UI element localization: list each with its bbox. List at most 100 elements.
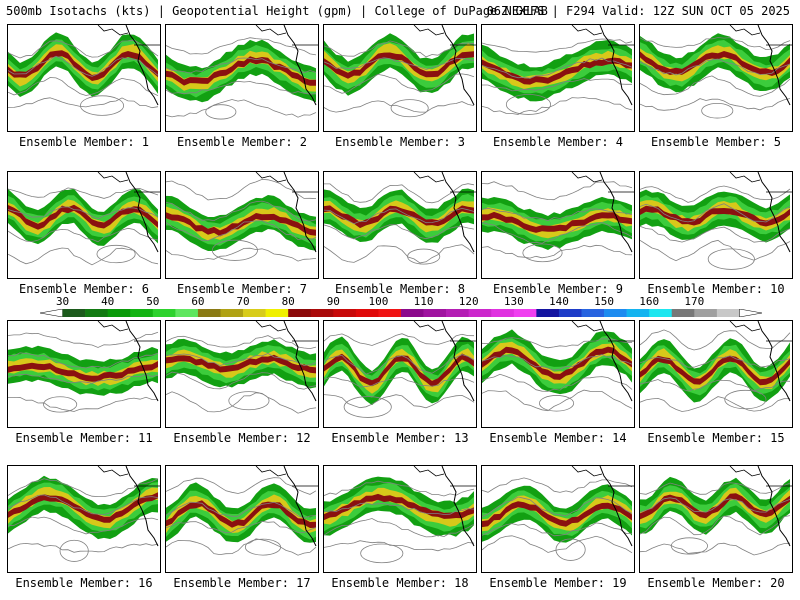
- coastline: [599, 25, 633, 106]
- height-contour: [640, 225, 791, 243]
- member-map-15: [639, 320, 793, 428]
- jet-core: [166, 56, 316, 86]
- borders: [97, 172, 160, 193]
- height-contour: [640, 396, 791, 412]
- colorbar-swatch: [446, 309, 469, 317]
- colorbar-arrow-right: [739, 309, 762, 317]
- colorbar-swatch: [130, 309, 154, 317]
- height-contour: [166, 501, 317, 519]
- colorbar-tick-label: 60: [191, 295, 205, 308]
- colorbar-swatch: [401, 309, 424, 317]
- borders: [97, 25, 160, 46]
- member-map-3: [323, 24, 477, 132]
- height-contour: [640, 185, 791, 203]
- height-contour: [324, 376, 475, 388]
- borders: [413, 172, 476, 193]
- colorbar-swatch: [649, 309, 673, 317]
- borders: [97, 321, 160, 342]
- height-contour: [8, 187, 159, 199]
- colorbar-tick-label: 90: [326, 295, 340, 308]
- height-contour: [482, 222, 633, 244]
- height-contour: [482, 535, 633, 554]
- height-contour: [640, 203, 791, 223]
- member-label-20: Ensemble Member: 20: [647, 576, 785, 590]
- coastline: [599, 172, 633, 253]
- height-contour: [482, 57, 633, 79]
- height-contour: [166, 178, 317, 201]
- jet-core: [8, 204, 158, 230]
- height-contour: [640, 542, 791, 556]
- jet-core: [166, 354, 316, 374]
- colorbar-swatch: [694, 309, 718, 317]
- borders: [729, 25, 792, 46]
- height-contour: [640, 482, 791, 495]
- member-map-11: [7, 320, 161, 428]
- coastline: [125, 25, 159, 106]
- colorbar-tick-label: 70: [236, 295, 250, 308]
- coastline: [125, 321, 159, 402]
- colorbar-swatch: [265, 309, 289, 317]
- height-contour: [324, 244, 475, 264]
- colorbar-swatch: [220, 309, 244, 317]
- height-contour: [8, 396, 159, 412]
- member-label-6: Ensemble Member: 6: [18, 282, 150, 296]
- height-contour: [324, 57, 475, 70]
- height-contour: [8, 227, 159, 243]
- height-contour: [640, 75, 791, 97]
- member-label-4: Ensemble Member: 4: [492, 135, 624, 149]
- closed-contour: [228, 391, 270, 411]
- height-contour: [166, 37, 317, 56]
- closed-contour: [244, 538, 282, 556]
- height-contour: [324, 354, 475, 375]
- colorbar-swatch: [378, 309, 402, 317]
- jet-core: [8, 361, 158, 382]
- jet-core: [8, 50, 158, 81]
- height-contour: [640, 329, 791, 351]
- borders: [729, 172, 792, 193]
- member-map-16: [7, 465, 161, 573]
- colorbar-tick-label: 50: [146, 295, 160, 308]
- closed-contour: [390, 99, 429, 118]
- colorbar-tick-label: 40: [101, 295, 115, 308]
- member-label-7: Ensemble Member: 7: [176, 282, 308, 296]
- height-contour: [482, 373, 633, 392]
- height-contour: [8, 373, 159, 384]
- height-contour: [166, 335, 317, 350]
- colorbar-tick-label: 80: [281, 295, 295, 308]
- colorbar: [40, 309, 762, 317]
- colorbar-swatch: [152, 309, 176, 317]
- height-contour: [166, 99, 317, 118]
- coastline: [125, 172, 159, 253]
- borders: [255, 25, 318, 46]
- borders: [255, 172, 318, 193]
- height-contour: [640, 98, 791, 111]
- height-contour: [166, 352, 317, 367]
- colorbar-tick-label: 120: [458, 295, 479, 308]
- closed-contour: [360, 543, 404, 564]
- height-contour: [8, 331, 159, 348]
- header-title: 500mb Isotachs (kts) | Geopotential Heig…: [6, 4, 548, 18]
- header: 500mb Isotachs (kts) | Geopotential Heig…: [4, 2, 796, 20]
- height-contour: [482, 181, 633, 201]
- member-map-plot-5: [640, 25, 792, 119]
- borders: [413, 466, 476, 487]
- borders: [729, 321, 792, 342]
- jet-core: [482, 501, 632, 528]
- coastline: [283, 25, 317, 106]
- height-contour: [166, 200, 317, 222]
- colorbar-swatch: [716, 309, 740, 317]
- member-map-1: [7, 24, 161, 132]
- member-map-5: [639, 24, 793, 132]
- height-contour: [324, 207, 475, 225]
- borders: [571, 25, 634, 46]
- colorbar-swatch: [355, 309, 379, 317]
- member-map-10: [639, 171, 793, 279]
- member-map-plot-3: [324, 25, 476, 118]
- member-map-12: [165, 320, 319, 428]
- member-map-plot-4: [482, 25, 634, 115]
- jet-core: [8, 492, 158, 523]
- borders: [571, 172, 634, 193]
- height-contour: [8, 55, 159, 77]
- member-map-7: [165, 171, 319, 279]
- coastline: [283, 172, 317, 253]
